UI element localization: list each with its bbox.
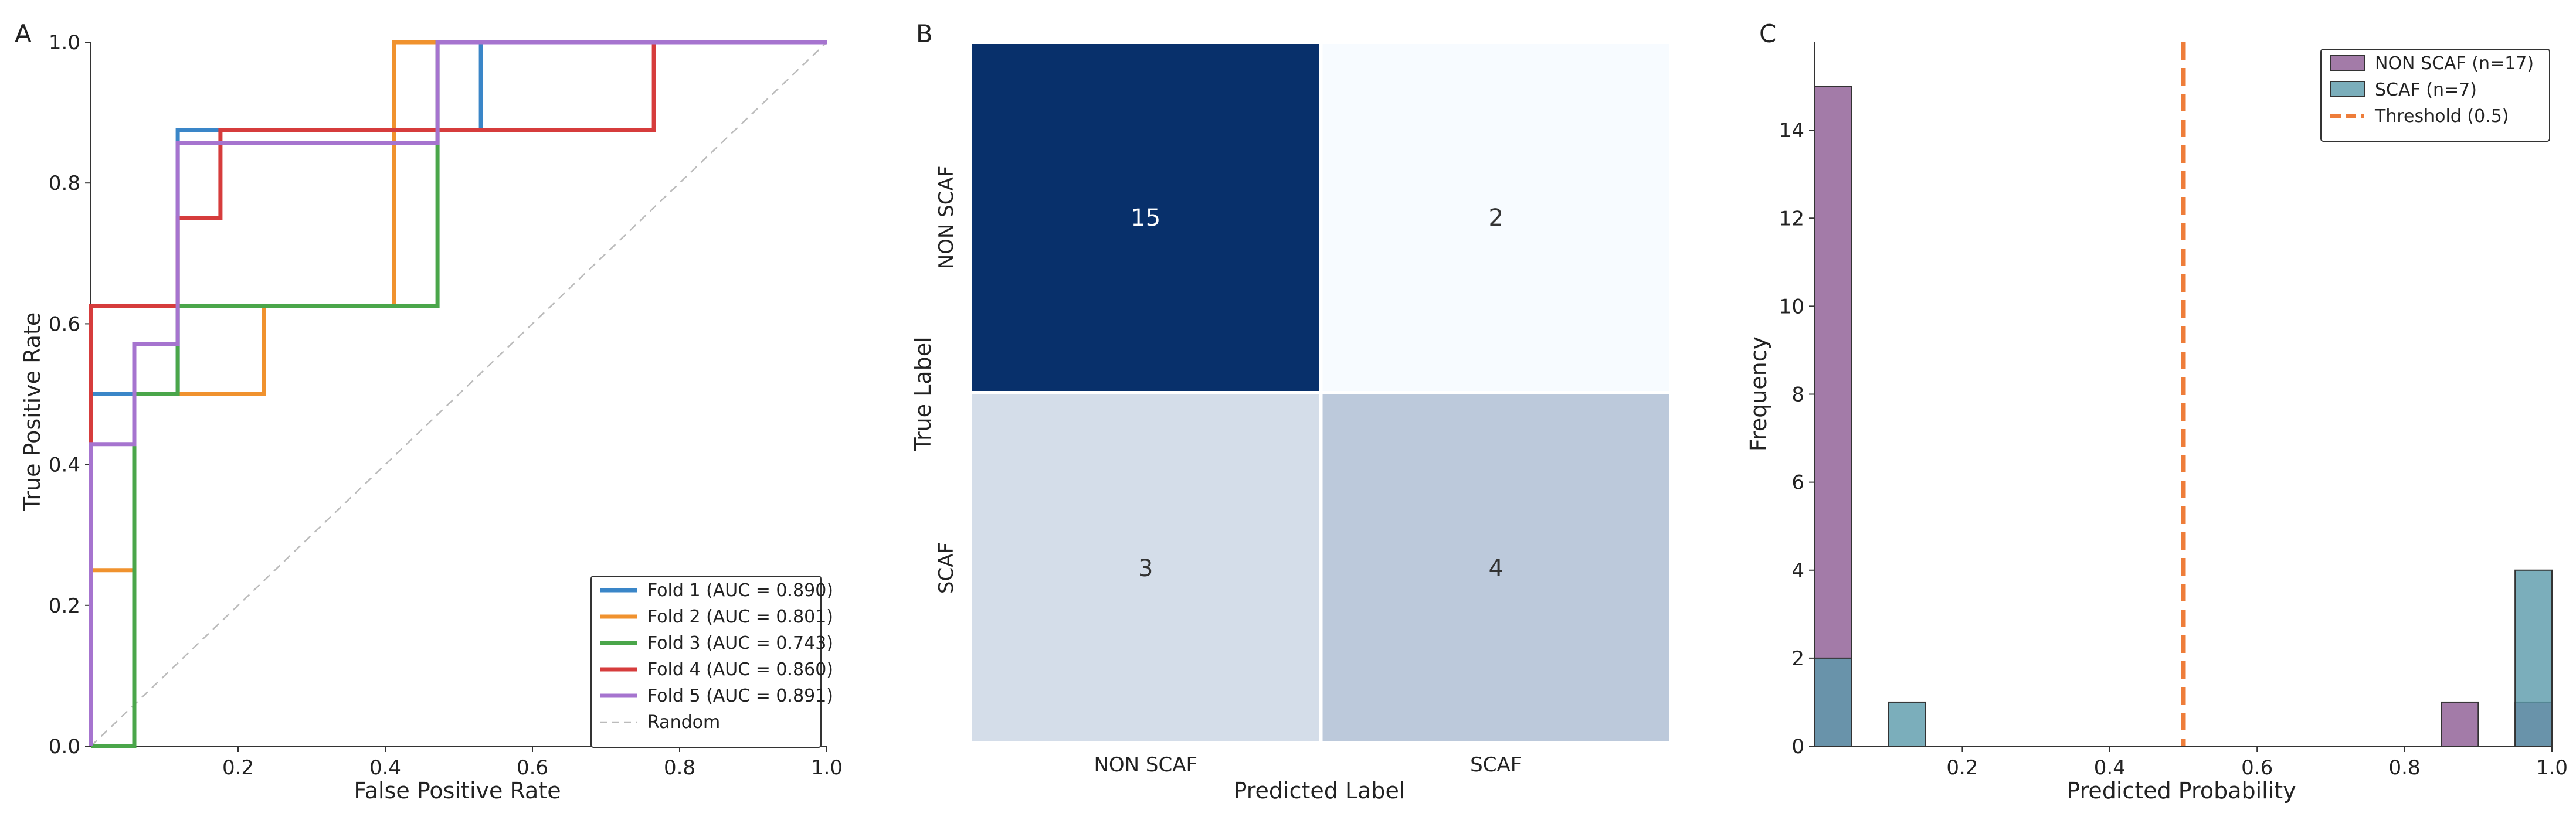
hist-y-tick-label: 6	[1791, 471, 1804, 495]
confusion-cell-value: 4	[1489, 555, 1503, 582]
roc-legend-entry: Fold 2 (AUC = 0.801)	[647, 607, 833, 627]
hist-x-tick-label: 0.8	[2389, 756, 2421, 780]
hist-y-tick-label: 0	[1791, 735, 1804, 758]
confusion-cell-value: 2	[1489, 205, 1503, 232]
hist-x-tick-label: 1.0	[2536, 756, 2568, 780]
hist-x-tick-label: 0.2	[1946, 756, 1978, 780]
roc-legend-entry: Fold 5 (AUC = 0.891)	[647, 686, 833, 706]
roc-legend-entry: Fold 4 (AUC = 0.860)	[647, 659, 833, 680]
panel-label-c: C	[1759, 19, 1776, 48]
hist-legend-swatch	[2330, 81, 2365, 97]
hist-y-tick-label: 14	[1779, 119, 1804, 142]
hist-x-tick-label: 0.4	[2094, 756, 2126, 780]
roc-line-fold-5	[89, 40, 827, 746]
hist-legend-entry: NON SCAF (n=17)	[2375, 53, 2534, 74]
roc-legend-entry: Fold 3 (AUC = 0.743)	[647, 633, 833, 654]
confusion-matrix-panel: B 15 2 3 4 NON SCAF SCAF NON SCAF SCAF Predicte…	[910, 19, 1673, 804]
roc-x-tick-label: 1.0	[811, 756, 843, 780]
hist-legend-entry-threshold: Threshold (0.5)	[2374, 106, 2509, 127]
histogram-plot-area: 0 2 4 6 8 10 12 14 0.2 0.4 0.6 0.8 1.0 NON SCAF (n=17…	[1779, 42, 2568, 780]
cm-x-tick-label: SCAF	[1470, 753, 1522, 777]
roc-y-tick-label: 0.6	[49, 312, 80, 336]
roc-x-tick-label: 0.6	[517, 756, 548, 780]
roc-y-tick-label: 0.4	[49, 454, 80, 477]
confusion-cell-value: 15	[1131, 205, 1160, 232]
roc-y-tick-label: 0.0	[49, 735, 80, 758]
cm-x-axis-label: Predicted Label	[1234, 778, 1406, 804]
roc-plot-area: 0.0 0.2 0.4 0.6 0.8 1.0 0.2 0.4 0.6 0.8 1.0 Fold 1 …	[49, 31, 843, 780]
hist-y-tick-label: 10	[1779, 295, 1804, 318]
hist-y-axis-label: Frequency	[1746, 336, 1771, 451]
confusion-cell	[969, 391, 1323, 745]
panel-label-a: A	[15, 19, 32, 48]
hist-bar-non-scaf	[2441, 701, 2479, 747]
hist-y-tick-label: 12	[1779, 207, 1804, 230]
confusion-matrix-area: 15 2 3 4 NON SCAF SCAF NON SCAF SCAF	[935, 40, 1673, 777]
roc-x-tick-label: 0.2	[222, 756, 254, 780]
hist-bar-scaf	[1888, 701, 1926, 747]
hist-bar-scaf	[1814, 657, 1852, 747]
histogram-panel: C 0 2 4 6 8 10 12 14 0.2 0.4 0.6 0.8 1.0 NON SCAF (n=…	[1746, 19, 2568, 804]
hist-x-tick-label: 0.6	[2241, 756, 2273, 780]
roc-x-tick-label: 0.4	[369, 756, 401, 780]
cm-y-tick-label: SCAF	[935, 542, 958, 594]
roc-y-tick-label: 0.2	[49, 594, 80, 618]
hist-bar-non-scaf	[1814, 86, 1852, 747]
roc-y-axis-label: True Positive Rate	[19, 312, 45, 512]
roc-panel: A 0.0 0.2 0.4 0.6 0.8 1.0 0.2 0.4 0.6 0.8 1.0 Fold …	[15, 19, 843, 804]
roc-x-tick-label: 0.8	[664, 756, 695, 780]
cm-y-axis-label: True Label	[910, 336, 936, 451]
roc-legend-entry: Fold 1 (AUC = 0.890)	[647, 580, 833, 601]
hist-legend-swatch	[2330, 55, 2365, 71]
roc-x-axis-label: False Positive Rate	[354, 778, 561, 804]
hist-y-tick-label: 2	[1791, 647, 1804, 671]
confusion-cell	[1319, 391, 1673, 745]
panel-label-b: B	[916, 19, 933, 48]
hist-bar-scaf	[2514, 569, 2553, 747]
hist-legend-box	[2320, 49, 2550, 142]
confusion-cell	[969, 40, 1323, 394]
cm-x-tick-label: NON SCAF	[1094, 753, 1197, 777]
hist-y-tick-label: 4	[1791, 559, 1804, 583]
hist-x-axis-label: Predicted Probability	[2066, 778, 2296, 804]
hist-legend-entry: SCAF (n=7)	[2375, 80, 2477, 100]
roc-y-tick-label: 1.0	[49, 31, 80, 55]
roc-y-tick-label: 0.8	[49, 172, 80, 195]
roc-legend-box	[590, 576, 822, 748]
roc-legend-entry: Random	[647, 712, 720, 733]
hist-y-tick-label: 8	[1791, 383, 1804, 407]
roc-line-fold-4	[89, 40, 827, 746]
cm-y-tick-label: NON SCAF	[935, 166, 958, 270]
confusion-cell-value: 3	[1138, 555, 1153, 582]
random-baseline-line	[90, 42, 827, 747]
